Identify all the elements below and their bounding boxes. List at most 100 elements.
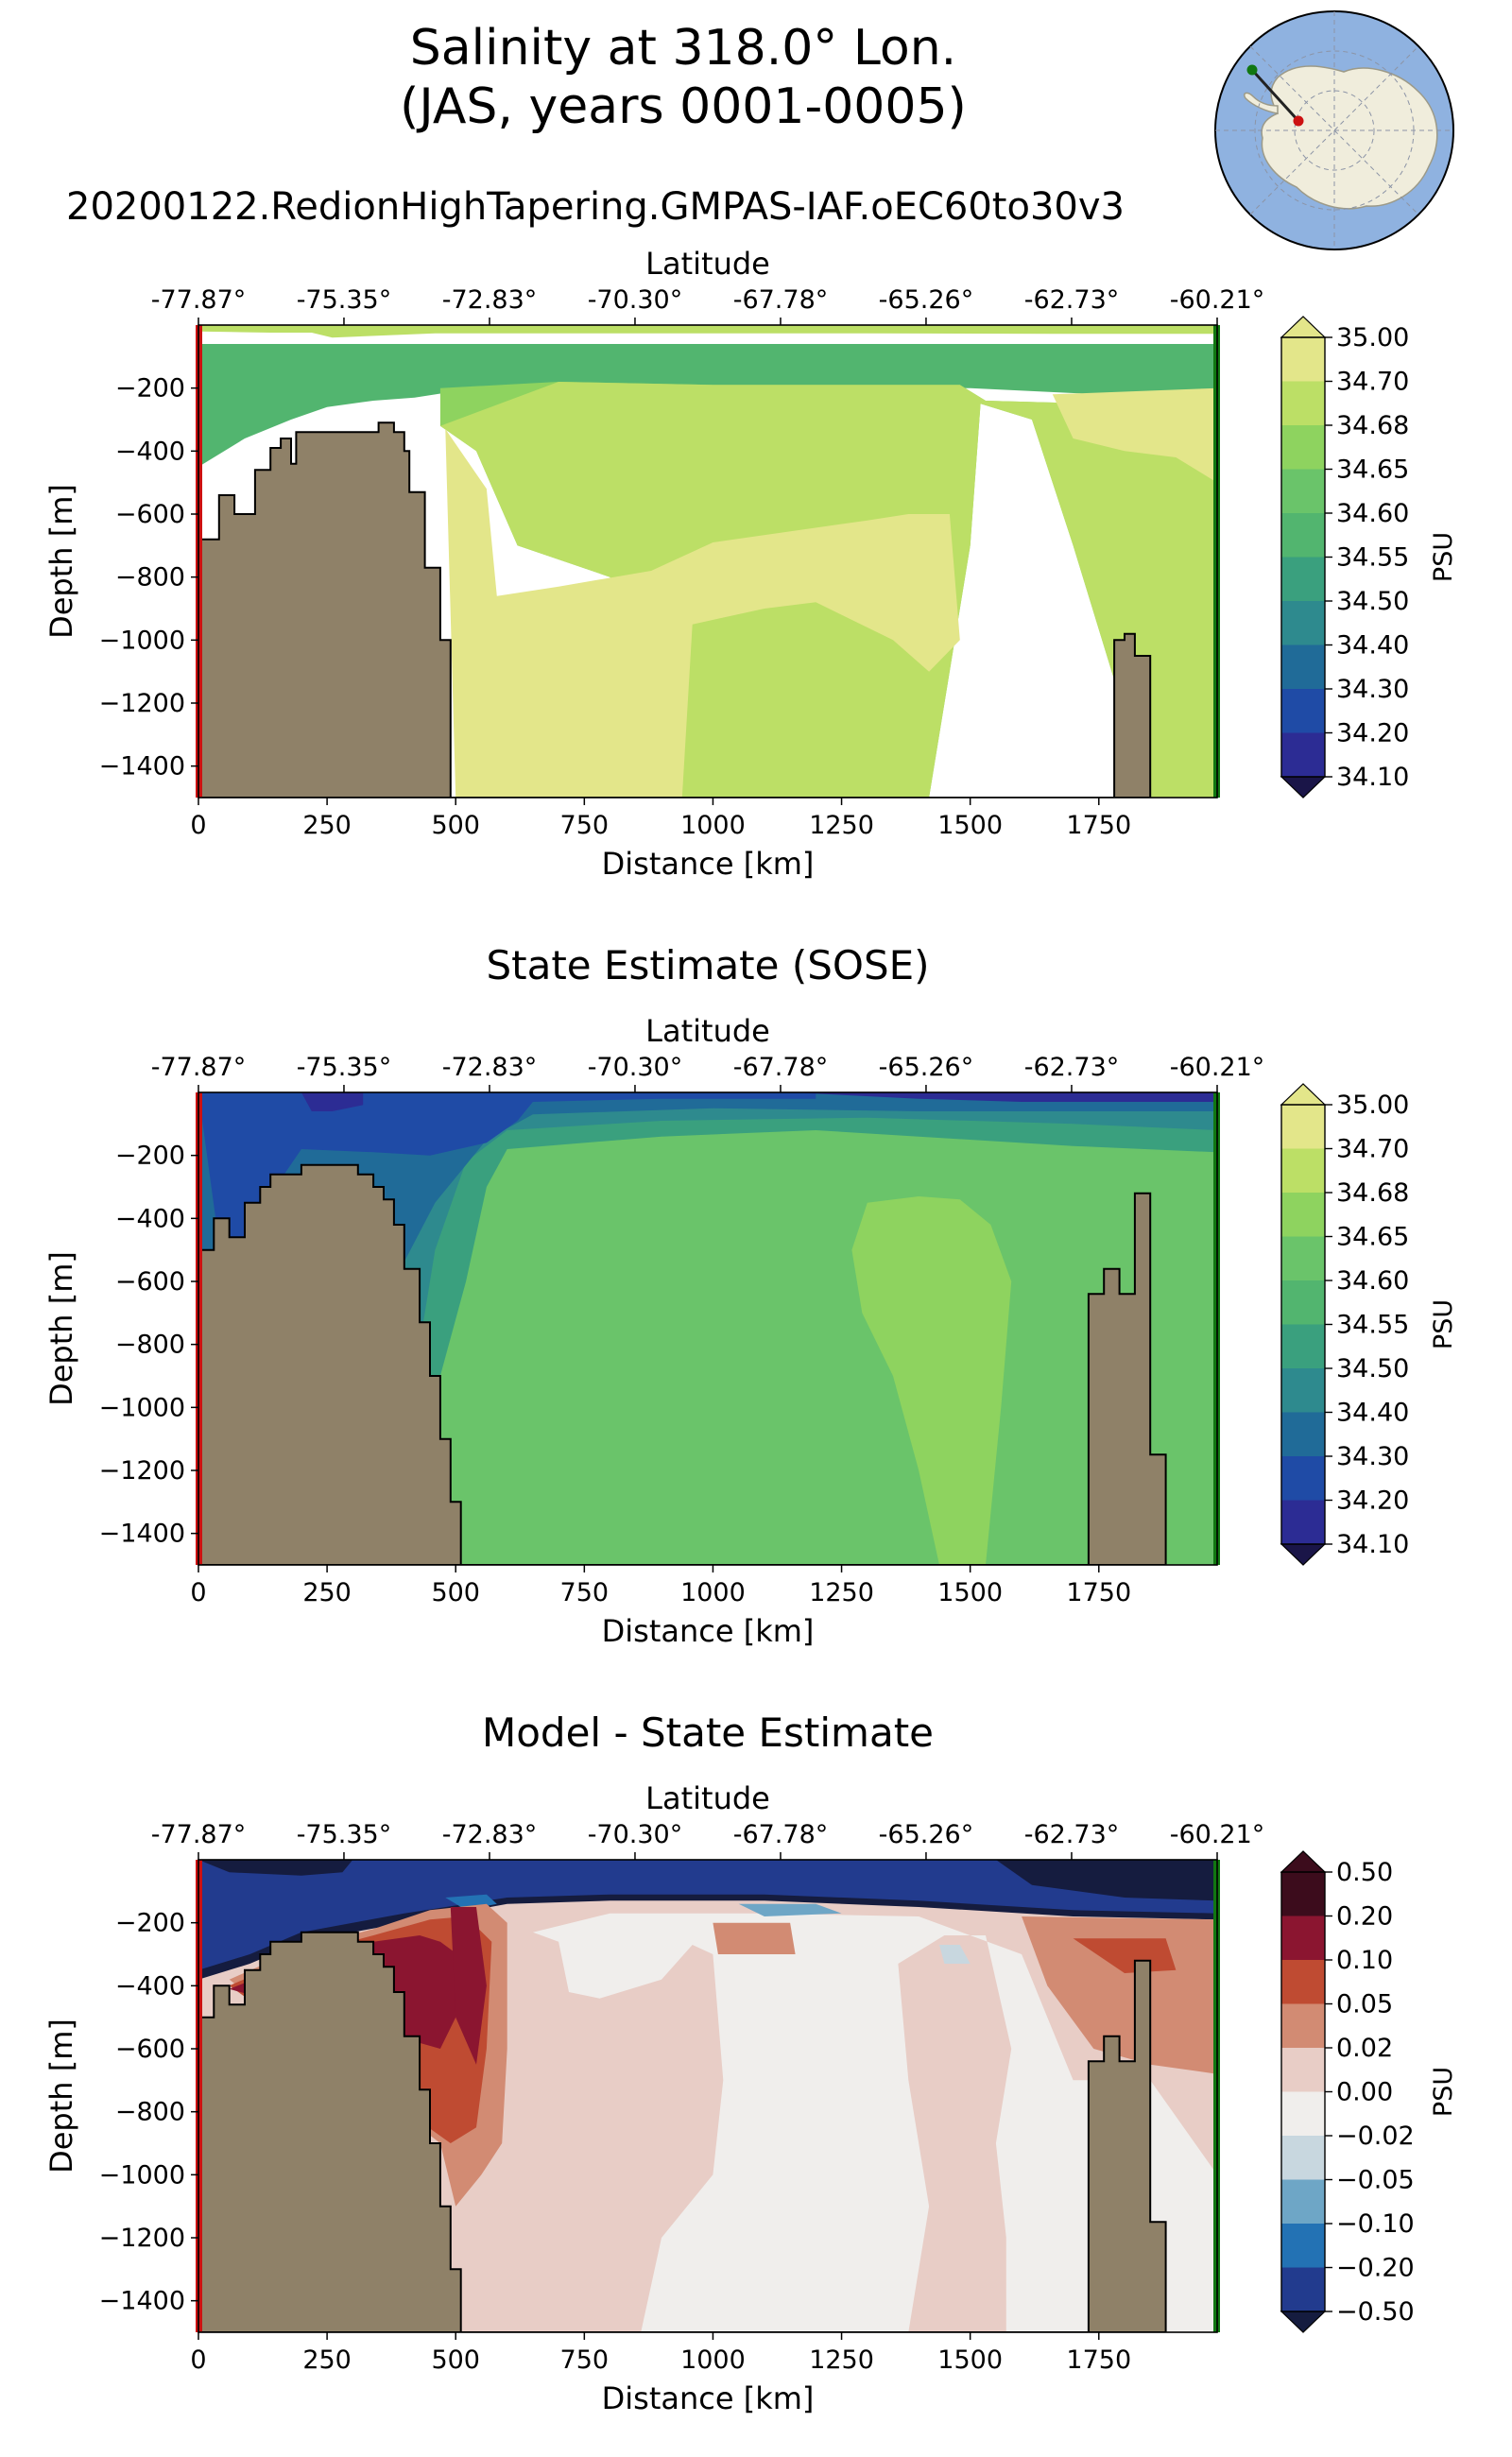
contour-field-5 xyxy=(301,1092,364,1111)
contour-field-5 xyxy=(995,1860,1217,1901)
contour-field-6 xyxy=(1052,387,1217,483)
x-tick-label: 250 xyxy=(302,811,352,840)
figure-subtitle: 20200122.RedionHighTapering.GMPAS-IAF.oE… xyxy=(66,185,1125,229)
x-tick-label: 1750 xyxy=(1066,2345,1131,2375)
x-tick-label: 1000 xyxy=(680,811,746,840)
lat-tick-label: -67.78° xyxy=(733,1053,829,1082)
colorbar-tick-label: 34.68 xyxy=(1336,1178,1409,1208)
y-tick-label: −800 xyxy=(115,1331,185,1360)
lat-tick-label: -70.30° xyxy=(588,1820,683,1849)
colorbar-tick-label: 0.50 xyxy=(1336,1858,1393,1887)
y-tick-label: −1000 xyxy=(99,2160,185,2190)
lat-tick-label: -67.78° xyxy=(733,1820,829,1849)
x-tick-label: 1250 xyxy=(809,1578,874,1607)
colorbar-band xyxy=(1281,2091,1325,2137)
x-tick-label: 0 xyxy=(190,811,206,840)
colorbar-tick-label: 34.20 xyxy=(1336,719,1409,748)
panel-state-estimate: State Estimate (SOSE) 0 250 500 750 1000 1250 1… xyxy=(43,942,1458,1649)
colorbar-tick-label: 0.02 xyxy=(1336,2034,1393,2063)
plot-frame xyxy=(198,324,1218,799)
colorbar-tick-label: 34.50 xyxy=(1336,587,1409,616)
plot-frame xyxy=(198,1859,1218,2333)
y-tick-label: −400 xyxy=(115,437,185,466)
colorbar-extend-min xyxy=(1280,1543,1327,1566)
colorbar-band xyxy=(1281,1456,1325,1502)
contour-field-5 xyxy=(445,429,960,798)
map-graticule xyxy=(1215,11,1453,249)
lat-axis-label: Latitude xyxy=(645,246,770,282)
y-tick-label: −1200 xyxy=(99,2224,185,2253)
colorbar-band xyxy=(1281,1324,1325,1369)
y-tick-label: −600 xyxy=(115,1267,185,1297)
x-tick-label: 1500 xyxy=(937,2345,1003,2375)
map-start-point xyxy=(1293,115,1304,127)
colorbar-band xyxy=(1281,2048,1325,2093)
x-tick-label: 0 xyxy=(190,1578,206,1607)
x-tick-label: 1000 xyxy=(680,2345,746,2375)
plot-area xyxy=(198,1092,1217,1565)
colorbar-band xyxy=(1281,2179,1325,2225)
colorbar-tick-label: 34.70 xyxy=(1336,1135,1409,1164)
y-tick-label: −400 xyxy=(115,1204,185,1233)
colorbar-tick-label: 34.55 xyxy=(1336,543,1409,573)
x-axis-label: Distance [km] xyxy=(602,2380,815,2416)
seafloor-land xyxy=(198,421,1152,798)
contour-field-14 xyxy=(713,1922,796,1954)
colorbar-tick-label: 34.65 xyxy=(1336,1223,1409,1252)
colorbar-tick-label: 34.30 xyxy=(1336,1442,1409,1471)
colorbar-tick-label: 34.30 xyxy=(1336,675,1409,704)
lat-tick-label: -77.87° xyxy=(151,285,247,315)
contour-field-15 xyxy=(939,1945,971,1964)
lat-tick-label: -62.73° xyxy=(1024,285,1120,315)
colorbar-tick-label: 34.55 xyxy=(1336,1311,1409,1340)
colorbar-band xyxy=(1281,513,1325,558)
plot-area xyxy=(198,325,1217,798)
lat-tick-label: -60.21° xyxy=(1170,285,1265,315)
contour-field-4 xyxy=(198,1860,353,1876)
lat-tick-label: -75.35° xyxy=(297,1820,392,1849)
colorbar-tick-label: 0.05 xyxy=(1336,1990,1393,2019)
y-tick-label: −1000 xyxy=(99,1393,185,1422)
y-tick-label: −600 xyxy=(115,2035,185,2064)
lat-tick-label: -72.83° xyxy=(442,1820,538,1849)
colorbar-band xyxy=(1281,732,1325,778)
colorbar-tick-label: −0.20 xyxy=(1336,2254,1415,2283)
lat-tick-label: -65.26° xyxy=(879,285,974,315)
x-tick-label: 1250 xyxy=(809,811,874,840)
contour-field-11 xyxy=(450,1907,487,2065)
x-tick-label: 750 xyxy=(560,811,610,840)
colorbar-tick-label: 34.60 xyxy=(1336,499,1409,528)
panel-model-salinity: 0 250 500 750 1000 1250 1500 1750 Distance [km] −… xyxy=(43,246,1458,882)
colorbar-band xyxy=(1281,1916,1325,1961)
colorbar-band xyxy=(1281,2136,1325,2181)
lat-tick-label: -60.21° xyxy=(1170,1053,1265,1082)
y-tick-label: −400 xyxy=(115,1971,185,2001)
colorbar-tick-label: 35.00 xyxy=(1336,1091,1409,1120)
y-tick-label: −200 xyxy=(115,1909,185,1938)
contour-field-7 xyxy=(851,1196,1012,1565)
y-axis-label: Depth [m] xyxy=(43,2019,79,2174)
x-tick-label: 500 xyxy=(431,811,480,840)
colorbar-tick-label: 35.00 xyxy=(1336,323,1409,352)
antarctic-peninsula xyxy=(1243,92,1279,114)
colorbar-tick-label: 34.40 xyxy=(1336,1399,1409,1428)
colorbar-label: PSU xyxy=(1429,2067,1458,2117)
colorbar-band xyxy=(1281,1960,1325,2005)
plot-frame xyxy=(198,1091,1218,1566)
lat-tick-label: -72.83° xyxy=(442,285,538,315)
lat-tick-label: -62.73° xyxy=(1024,1053,1120,1082)
y-tick-label: −1400 xyxy=(99,1520,185,1549)
lat-tick-label: -70.30° xyxy=(588,1053,683,1082)
colorbar-band xyxy=(1281,689,1325,734)
colorbar-tick-label: 34.60 xyxy=(1336,1266,1409,1296)
seafloor-land xyxy=(198,1163,1167,1565)
colorbar-band xyxy=(1281,337,1325,383)
contour-field-0 xyxy=(198,325,1217,338)
colorbar-extend-max xyxy=(1280,1850,1327,1873)
lat-tick-label: -62.73° xyxy=(1024,1820,1120,1849)
colorbar-band xyxy=(1281,1105,1325,1150)
y-tick-label: −800 xyxy=(115,2098,185,2127)
y-tick-label: −1400 xyxy=(99,2287,185,2316)
contour-field-3 xyxy=(198,1860,1217,1970)
